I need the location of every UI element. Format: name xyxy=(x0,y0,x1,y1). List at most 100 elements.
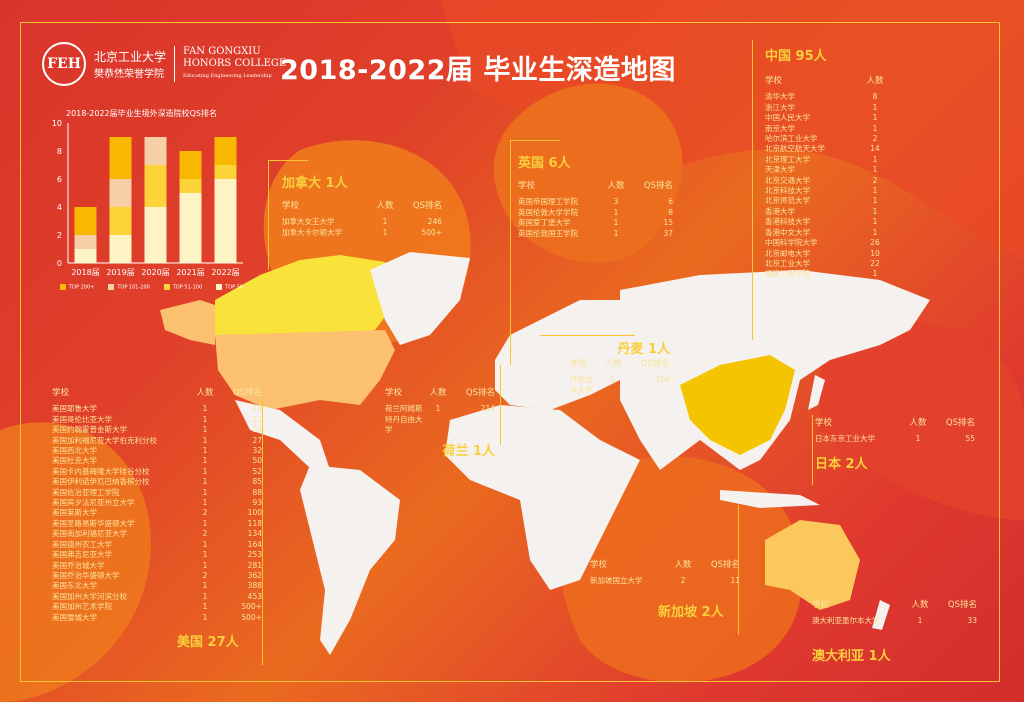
school-name: 北京师范大学 xyxy=(765,196,810,206)
school-name: 浙江大学 xyxy=(765,102,795,112)
qs-rank: 55 xyxy=(965,434,975,444)
student-count: 2 xyxy=(680,576,686,586)
qs-rank: 85 xyxy=(252,477,262,487)
table-row: 英国伦敦大学学院 1 8 xyxy=(518,208,673,218)
school-name: 日本东京工业大学 xyxy=(815,434,875,444)
school-name: 福建工程学院 xyxy=(765,269,810,279)
student-count: 1 xyxy=(872,165,878,175)
page-title: 2018-2022届 毕业生深造地图 xyxy=(280,55,676,86)
header-qs: QS排名 xyxy=(640,359,670,369)
table-row: 北京航空航天大学 14 xyxy=(765,144,890,154)
table-row: 美国乔治城大学 1 281 xyxy=(52,561,262,571)
school-table: 学校 人数 QS排名 荷兰阿姆斯特丹自由大学 1 214 xyxy=(385,388,495,436)
region-australia: 学校 人数 QS排名 澳大利亚墨尔本大学 1 33 澳大利亚 1人 xyxy=(812,600,977,664)
qs-rank: 388 xyxy=(247,581,262,591)
school-name: 美国乔治华盛顿大学 xyxy=(52,570,120,580)
table-row: 福建工程学院 1 xyxy=(765,269,890,279)
table-header: 学校 人数 QS排名 xyxy=(570,359,670,369)
qs-rank: 500+ xyxy=(241,602,262,612)
table-row: 北京交通大学 2 xyxy=(765,176,890,186)
student-count: 2 xyxy=(872,134,878,144)
school-name: 美国佐治亚理工学院 xyxy=(52,487,120,497)
qs-rank: 362 xyxy=(247,570,262,580)
student-count: 1 xyxy=(202,550,208,560)
header-count: 人数 xyxy=(604,359,622,369)
x-tick-label: 2020届 xyxy=(141,268,169,277)
table-header: 学校 人数 xyxy=(765,76,890,86)
qs-rank: 6 xyxy=(668,197,673,207)
student-count: 8 xyxy=(872,92,878,102)
table-row: 中国人民大学 1 xyxy=(765,113,890,123)
student-count: 1 xyxy=(610,375,616,385)
school-name: 南京大学 xyxy=(765,123,795,133)
bar-segment xyxy=(179,151,202,179)
school-name: 天津大学 xyxy=(765,165,795,175)
student-count: 1 xyxy=(202,456,208,466)
school-name: 丹麦技术大学 xyxy=(570,375,593,395)
school-name: 美国耶鲁大学 xyxy=(52,404,97,414)
header-school: 学校 xyxy=(590,560,608,570)
school-table: 学校 人数 QS排名 加拿大女王大学 1 246 加拿大卡尔顿大学 1 500+ xyxy=(282,201,442,238)
college-logo: FEH 北京工业大学 樊恭烋荣誉学院 FAN GONGXIU HONORS CO… xyxy=(42,42,286,86)
table-header: 学校 人数 QS排名 xyxy=(282,201,442,211)
region-title: 新加坡 2人 xyxy=(658,604,724,620)
school-name: 美国东北大学 xyxy=(52,581,97,591)
student-count: 1 xyxy=(202,560,208,570)
table-row: 美国佐治亚理工学院 1 88 xyxy=(52,488,262,498)
student-count: 1 xyxy=(917,616,923,626)
table-row: 美国卡内基梅隆大学硅谷分校 1 52 xyxy=(52,467,262,477)
table-row: 浙江大学 1 xyxy=(765,103,890,113)
bar-segment xyxy=(179,193,202,263)
school-name: 英国爱丁堡大学 xyxy=(518,218,571,228)
map-south-america xyxy=(300,465,400,655)
table-row: 美国南加利福尼亚大学 2 134 xyxy=(52,529,262,539)
student-count: 1 xyxy=(202,435,208,445)
school-name: 美国德州农工大学 xyxy=(52,539,112,549)
student-count: 1 xyxy=(202,518,208,528)
region-title: 中国 95人 xyxy=(765,49,827,64)
college-name-en-2: HONORS COLLEGE xyxy=(183,58,287,69)
qs-rank: 164 xyxy=(247,539,262,549)
qs-rank: 24 xyxy=(252,425,262,435)
region-denmark: 丹麦 1人 学校 人数 QS排名 丹麦技术大学 1 104 xyxy=(570,338,670,396)
table-row: 美国东北大学 1 388 xyxy=(52,581,262,591)
student-count: 1 xyxy=(202,477,208,487)
table-row: 美国乔治华盛顿大学 2 362 xyxy=(52,571,262,581)
table-row: 美国加利福尼亚大学伯克利分校 1 27 xyxy=(52,436,262,446)
school-table: 学校 人数 QS排名 美国耶鲁大学 1 18 美国哥伦比亚大学 1 22 美国约翰霍普金斯大学 1 2… xyxy=(52,388,262,623)
school-name: 北京工业大学 xyxy=(765,258,810,268)
table-row: 美国加州大学河滨分校 1 453 xyxy=(52,592,262,602)
header-school: 学校 xyxy=(518,181,536,191)
bar-segment xyxy=(74,235,97,249)
qs-rank: 100 xyxy=(247,508,262,518)
bar-segment xyxy=(144,137,167,165)
school-name: 加拿大女王大学 xyxy=(282,217,335,227)
region-title: 英国 6人 xyxy=(518,156,571,171)
school-name: 香港中文大学 xyxy=(765,227,810,237)
header-count: 人数 xyxy=(911,600,929,610)
region-uk: 英国 6人 学校 人数 QS排名 英国帝国理工学院 3 6 英国伦敦大学学院 1 8 英国爱丁堡大… xyxy=(518,152,673,239)
bar-segment xyxy=(214,137,237,165)
qs-rank: 50 xyxy=(252,456,262,466)
student-count: 26 xyxy=(870,238,880,248)
table-header: 学校 人数 QS排名 xyxy=(812,600,977,610)
table-row: 美国西北大学 1 32 xyxy=(52,446,262,456)
table-row: 北京邮电大学 10 xyxy=(765,249,890,259)
header-qs: QS排名 xyxy=(947,600,977,610)
table-row: 丹麦技术大学 1 104 xyxy=(570,375,670,396)
qs-rank: 93 xyxy=(252,498,262,508)
university-name: 北京工业大学 xyxy=(94,50,167,64)
header-count: 人数 xyxy=(607,181,625,191)
y-tick-label: 2 xyxy=(57,231,62,240)
student-count: 1 xyxy=(202,404,208,414)
school-name: 美国加州大学河滨分校 xyxy=(52,591,127,601)
student-count: 1 xyxy=(202,498,208,508)
header-qs: QS排名 xyxy=(945,418,975,428)
qs-rank: 15 xyxy=(663,218,673,228)
student-count: 1 xyxy=(382,227,388,237)
map-australia xyxy=(765,520,860,610)
header-school: 学校 xyxy=(815,418,833,428)
bar-segment xyxy=(109,137,132,179)
qs-rank-chart: 0 2 4 6 8 10 2018届 2019届 2020届 2021届 2022届 xyxy=(52,119,243,277)
